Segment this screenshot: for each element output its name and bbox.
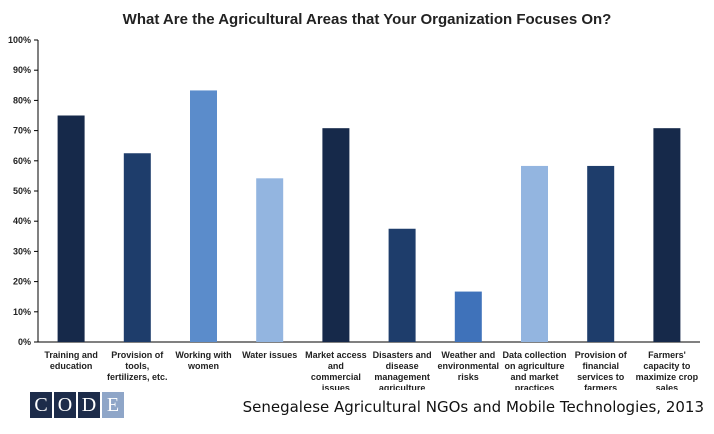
y-tick-label: 90%: [13, 65, 31, 75]
y-tick-label: 50%: [13, 186, 31, 196]
bar-6: [388, 228, 416, 342]
y-tick-label: 70%: [13, 126, 31, 136]
x-category-label: Market access and commercial issues: [305, 350, 367, 390]
bar-chart: What Are the Agricultural Areas that You…: [8, 11, 700, 390]
footer-caption: Senegalese Agricultural NGOs and Mobile …: [242, 398, 704, 416]
x-category-label: Water issues: [242, 350, 297, 360]
x-category-label: Provision of financial services to farmers: [575, 350, 628, 390]
y-tick-label: 20%: [13, 277, 31, 287]
y-tick-label: 80%: [13, 95, 31, 105]
x-category-label: Data collection on agriculture and market p…: [502, 350, 566, 390]
x-category-label: Weather and environmental risks: [438, 350, 500, 382]
x-category-label: Farmers' capacity to maximize crop sales: [636, 350, 699, 390]
chart-title: What Are the Agricultural Areas that You…: [123, 11, 612, 28]
bar-9: [587, 165, 615, 342]
y-tick-label: 30%: [13, 246, 31, 256]
bar-8: [521, 165, 548, 342]
x-category-label: Working with women: [175, 350, 231, 371]
code-logo: C O D E: [30, 392, 124, 418]
y-tick-label: 40%: [13, 216, 31, 226]
x-category-label: Training and education: [44, 350, 98, 371]
y-tick-label: 10%: [13, 307, 31, 317]
bar-1: [57, 115, 85, 342]
y-tick-label: 100%: [8, 35, 31, 45]
x-category-label: Disasters and disease management agricultur…: [373, 350, 432, 390]
bar-3: [190, 90, 217, 343]
y-tick-label: 60%: [13, 156, 31, 166]
logo-letter-o: O: [54, 392, 76, 418]
bar-7: [454, 291, 482, 342]
x-category-label: Provision of tools, fertilizers, etc.: [107, 350, 168, 382]
logo-letter-e: E: [102, 392, 124, 418]
bar-10: [653, 128, 681, 342]
logo-letter-c: C: [30, 392, 52, 418]
bar-5: [322, 128, 350, 342]
y-tick-label: 0%: [18, 337, 31, 347]
bar-2: [123, 153, 151, 342]
logo-letter-d: D: [78, 392, 100, 418]
bar-4: [256, 178, 284, 342]
